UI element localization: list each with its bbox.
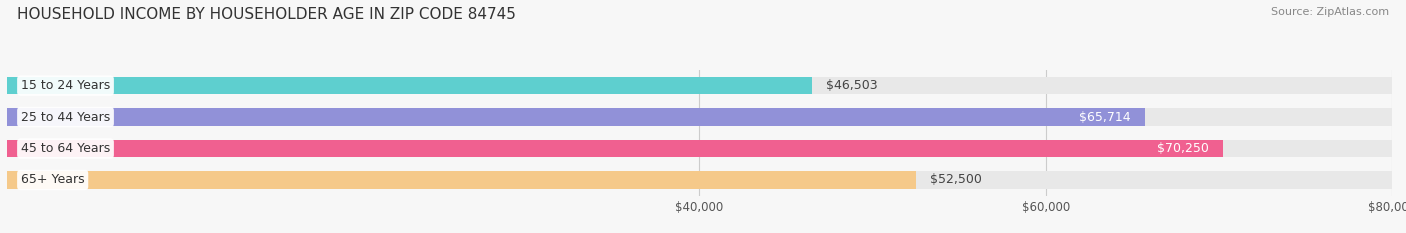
Bar <box>7 108 1392 126</box>
Text: 25 to 44 Years: 25 to 44 Years <box>21 111 110 123</box>
Bar <box>7 108 1144 126</box>
Bar <box>7 140 1392 157</box>
Text: $65,714: $65,714 <box>1080 111 1130 123</box>
Text: 65+ Years: 65+ Years <box>21 174 84 186</box>
Text: HOUSEHOLD INCOME BY HOUSEHOLDER AGE IN ZIP CODE 84745: HOUSEHOLD INCOME BY HOUSEHOLDER AGE IN Z… <box>17 7 516 22</box>
Bar <box>7 171 915 189</box>
Text: $46,503: $46,503 <box>825 79 877 92</box>
Bar <box>7 140 1223 157</box>
Text: 15 to 24 Years: 15 to 24 Years <box>21 79 110 92</box>
Text: Source: ZipAtlas.com: Source: ZipAtlas.com <box>1271 7 1389 17</box>
Bar <box>7 77 813 94</box>
Bar <box>7 77 1392 94</box>
Text: $70,250: $70,250 <box>1157 142 1209 155</box>
Bar <box>7 171 1392 189</box>
Text: 45 to 64 Years: 45 to 64 Years <box>21 142 110 155</box>
Text: $52,500: $52,500 <box>929 174 981 186</box>
